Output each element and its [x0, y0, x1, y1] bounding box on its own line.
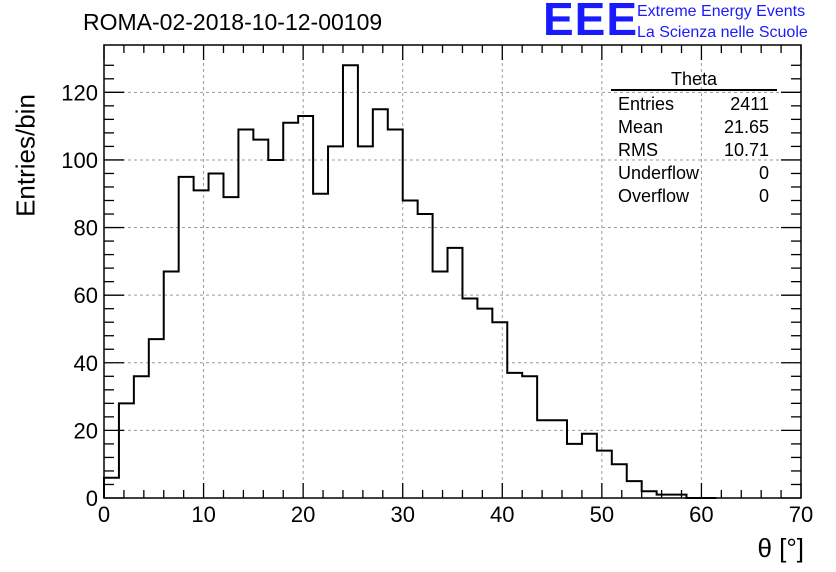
x-tick-label: 60 — [689, 502, 713, 527]
x-tick-label: 20 — [291, 502, 315, 527]
stats-value: 0 — [758, 163, 769, 183]
x-tick-label: 30 — [390, 502, 414, 527]
eee-logo: EEE — [543, 0, 639, 45]
x-tick-labels: 0 10 20 30 40 50 60 70 — [98, 502, 813, 527]
stats-value: 0 — [758, 186, 769, 206]
y-axis-label: Entries/bin — [10, 94, 41, 217]
plot-frame — [103, 44, 802, 499]
y-tick-label: 0 — [86, 486, 98, 511]
y-tick-label: 20 — [74, 418, 98, 443]
y-tick-label: 40 — [74, 351, 98, 376]
stats-value: 21.65 — [723, 117, 769, 137]
x-axis-label: θ [°] — [757, 533, 804, 563]
stats-title: Theta — [611, 69, 777, 91]
y-tick-labels: 0 20 40 60 80 100 120 — [61, 80, 98, 511]
chart-title: ROMA-02-2018-10-12-00109 — [83, 9, 383, 35]
histogram-series — [103, 64, 717, 499]
x-tick-label: 0 — [98, 502, 110, 527]
y-tick-label: 120 — [61, 80, 98, 105]
y-tick-label: 100 — [61, 148, 98, 173]
stats-value: 10.71 — [723, 140, 769, 160]
logo-line-2: La Scienza nelle Scuole — [637, 24, 808, 41]
stats-label: Overflow — [618, 186, 690, 206]
x-tick-label: 70 — [789, 502, 813, 527]
stats-row-rms: RMS 10.71 — [611, 139, 777, 162]
grid-lines — [104, 45, 801, 498]
stats-label: RMS — [618, 140, 658, 160]
stats-label: Underflow — [618, 163, 700, 183]
stats-row-mean: Mean 21.65 — [611, 116, 777, 139]
stats-row-overflow: Overflow 0 — [611, 185, 777, 208]
y-tick-label: 60 — [74, 283, 98, 308]
x-tick-label: 50 — [590, 502, 614, 527]
stats-box: Theta Entries 2411 Mean 21.65 RMS 10.71 … — [611, 69, 777, 208]
stats-label: Mean — [618, 117, 664, 137]
y-tick-label: 80 — [74, 216, 98, 241]
x-tick-label: 40 — [490, 502, 514, 527]
logo-line-1: Extreme Energy Events — [637, 3, 806, 20]
x-tick-label: 10 — [191, 502, 215, 527]
stats-row-entries: Entries 2411 — [611, 93, 777, 116]
axis-ticks — [103, 45, 802, 499]
stats-value: 2411 — [730, 94, 769, 114]
stats-label: Entries — [618, 94, 675, 114]
stats-row-underflow: Underflow 0 — [611, 162, 777, 185]
